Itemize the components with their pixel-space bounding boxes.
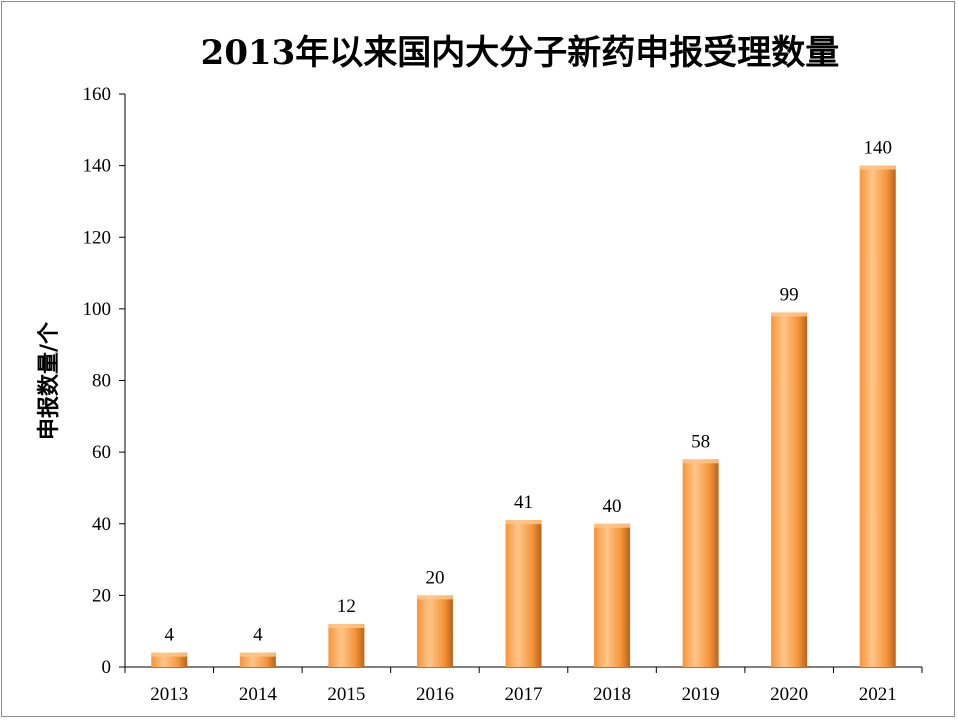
y-tick-label: 140 [83, 156, 112, 177]
x-tick-label: 2020 [770, 684, 808, 705]
bar [859, 165, 896, 667]
chart-title: 2013年以来国内大分子新药申报受理数量 [201, 33, 840, 73]
x-tick-label: 2019 [682, 684, 720, 705]
bar-top-bevel [416, 595, 453, 600]
bar-top-bevel [859, 165, 896, 170]
y-tick-label: 160 [83, 84, 112, 105]
data-label: 41 [514, 492, 533, 513]
y-tick-label: 60 [92, 442, 111, 463]
bar-top-bevel [239, 652, 276, 657]
data-label: 4 [253, 625, 263, 646]
data-label: 20 [425, 567, 444, 588]
y-tick-label: 20 [92, 585, 111, 606]
bar-top-bevel [151, 652, 188, 657]
bar-top-bevel [771, 312, 808, 317]
bar [771, 312, 808, 667]
y-tick-label: 0 [102, 657, 112, 678]
y-tick-label: 100 [83, 299, 112, 320]
bar [505, 520, 542, 667]
bar-top-bevel [328, 624, 365, 629]
bar [416, 595, 453, 667]
bar-top-bevel [505, 520, 542, 525]
bar [594, 523, 631, 667]
y-tick-label: 40 [92, 514, 111, 535]
x-tick-label: 2021 [859, 684, 897, 705]
bar-top-bevel [594, 523, 631, 528]
data-label: 140 [863, 138, 892, 159]
data-label: 58 [691, 431, 710, 452]
data-label: 4 [165, 625, 175, 646]
bar [328, 624, 365, 667]
bar-top-bevel [682, 459, 719, 464]
data-label: 12 [337, 596, 356, 617]
y-tick-label: 120 [83, 227, 112, 248]
x-tick-label: 2013 [150, 684, 188, 705]
x-tick-label: 2017 [505, 684, 543, 705]
x-tick-label: 2014 [239, 684, 278, 705]
data-label: 40 [603, 496, 622, 517]
y-axis-label: 申报数量/个 [36, 321, 62, 440]
y-tick-label: 80 [92, 371, 111, 392]
bar [682, 459, 719, 667]
x-tick-label: 2018 [593, 684, 631, 705]
data-label: 99 [780, 284, 799, 305]
x-tick-label: 2016 [416, 684, 454, 705]
x-tick-label: 2015 [327, 684, 365, 705]
bars: 4 2013 4 2014 12 2015 20 2016 41 2017 40 2018 58 2019… [150, 138, 896, 705]
